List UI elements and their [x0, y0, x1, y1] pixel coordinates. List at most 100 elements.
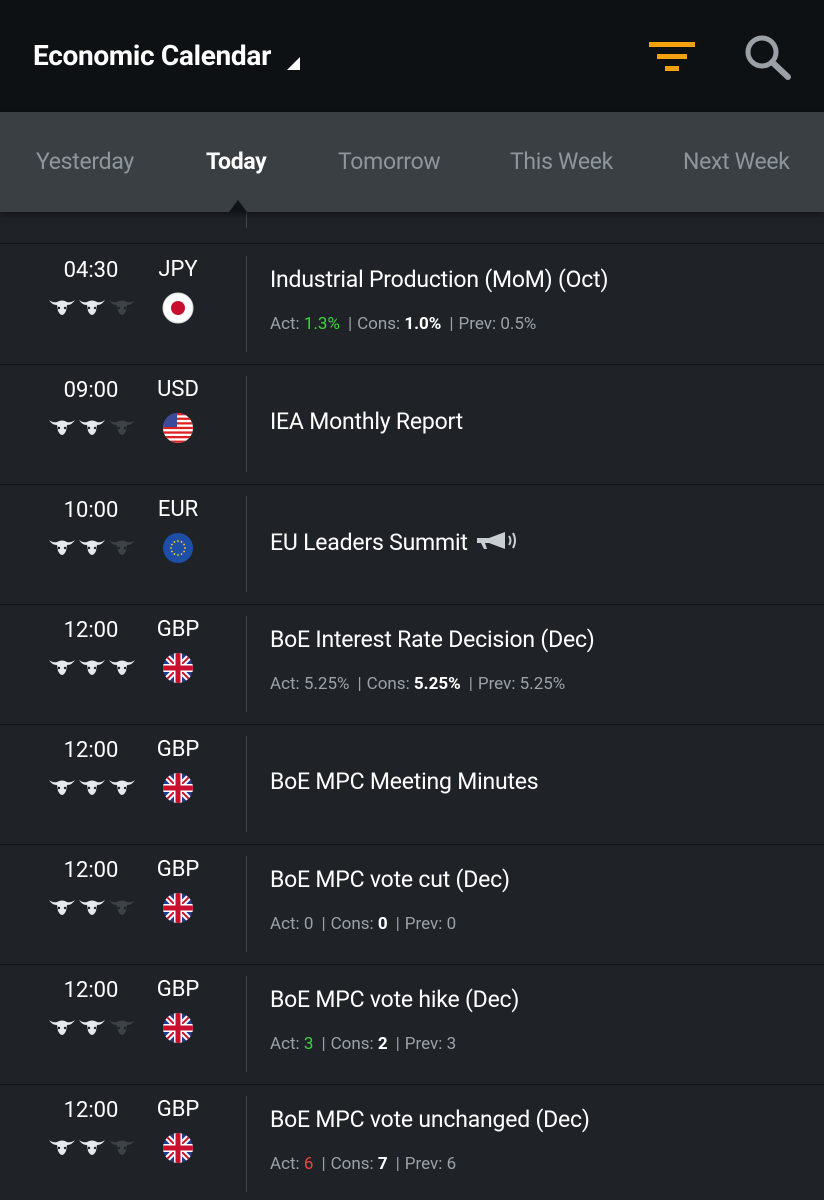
impact-bull-icon [79, 420, 105, 435]
event-name-text: BoE MPC vote cut (Dec) [270, 866, 510, 893]
date-tabs: Yesterday Today Tomorrow This Week Next … [0, 112, 824, 212]
impact-bull-icon [79, 900, 105, 915]
impact-bull-icon [79, 1140, 105, 1155]
title-dropdown-caret-icon[interactable] [287, 57, 300, 70]
impact-bull-icon [109, 420, 135, 435]
impact-bull-icon [79, 660, 105, 675]
currency-code: EUR [157, 497, 199, 522]
list-item-partial [0, 212, 824, 244]
event-name-text: EU Leaders Summit [270, 529, 468, 556]
impact-rating [48, 656, 138, 682]
event-row[interactable]: 12:00 GBP BoE MPC vote cut (Dec) Act: 0 | Con… [0, 844, 824, 965]
consensus-label: Cons: [330, 914, 374, 934]
consensus-value: 5.25% [413, 674, 461, 694]
previous-label: Prev: [477, 674, 516, 694]
previous-value: 0 [446, 914, 457, 934]
event-name-text: IEA Monthly Report [270, 408, 463, 435]
impact-bull-icon [79, 300, 105, 315]
uk-flag-icon [163, 773, 193, 803]
row-divider [246, 856, 247, 952]
impact-bull-icon [79, 1020, 105, 1035]
consensus-label: Cons: [366, 674, 410, 694]
event-time: 04:30 [63, 258, 119, 283]
impact-rating [48, 296, 138, 322]
previous-label: Prev: [404, 1034, 443, 1054]
event-time: 09:00 [63, 378, 119, 403]
impact-bull-icon [79, 540, 105, 555]
event-name: BoE MPC vote unchanged (Dec) [270, 1106, 590, 1133]
row-divider [246, 976, 247, 1072]
search-icon[interactable] [744, 34, 792, 80]
event-values: Act: 3 | Cons: 2 | Prev: 3 [270, 1034, 457, 1054]
previous-value: 6 [446, 1154, 457, 1174]
impact-bull-icon [109, 900, 135, 915]
impact-bull-icon [49, 420, 75, 435]
event-row[interactable]: 12:00 GBP BoE MPC vote hike (Dec) Act: 3 | Co… [0, 964, 824, 1085]
event-time: 12:00 [63, 1098, 119, 1123]
event-name: EU Leaders Summit [270, 528, 519, 556]
tab-tomorrow[interactable]: Tomorrow [338, 148, 441, 175]
impact-rating [48, 416, 138, 442]
previous-label: Prev: [404, 1154, 443, 1174]
event-name: IEA Monthly Report [270, 408, 463, 435]
currency-code: GBP [156, 977, 200, 1002]
page-title[interactable]: Economic Calendar [33, 39, 272, 72]
event-row[interactable]: 12:00 GBP BoE Interest Rate Decision (Dec)… [0, 604, 824, 725]
previous-value: 5.25% [519, 674, 566, 694]
impact-rating [48, 1016, 138, 1042]
event-name-text: BoE Interest Rate Decision (Dec) [270, 626, 595, 653]
event-time: 12:00 [63, 738, 119, 763]
impact-bull-icon [109, 1020, 135, 1035]
impact-bull-icon [79, 780, 105, 795]
event-time: 12:00 [63, 978, 119, 1003]
tab-yesterday[interactable]: Yesterday [36, 148, 134, 175]
app-bar: Economic Calendar [0, 0, 824, 112]
event-values: Act: 5.25% | Cons: 5.25% | Prev: 5.25% [270, 674, 566, 694]
event-row[interactable]: 09:00 USD IEA Monthly Report [0, 364, 824, 485]
uk-flag-icon [163, 893, 193, 923]
event-time: 10:00 [63, 498, 119, 523]
row-divider [246, 256, 247, 352]
consensus-label: Cons: [330, 1034, 374, 1054]
currency-code: GBP [156, 1097, 200, 1122]
tab-this-week[interactable]: This Week [510, 148, 613, 175]
tab-next-week[interactable]: Next Week [683, 148, 790, 175]
eu-flag-icon [163, 533, 193, 563]
impact-bull-icon [49, 1020, 75, 1035]
impact-rating [48, 536, 138, 562]
event-row[interactable]: 04:30 JPY Industrial Production (MoM) (Oct… [0, 244, 824, 365]
usa-flag-icon [163, 413, 193, 443]
impact-bull-icon [49, 300, 75, 315]
uk-flag-icon [163, 1133, 193, 1163]
currency-code: GBP [156, 617, 200, 642]
row-divider [246, 376, 247, 472]
event-row[interactable]: 10:00 EUR EU Leaders Summit [0, 484, 824, 605]
consensus-label: Cons: [330, 1154, 374, 1174]
impact-bull-icon [49, 540, 75, 555]
event-time: 12:00 [63, 858, 119, 883]
event-row[interactable]: 12:00 GBP BoE MPC Meeting Minutes [0, 724, 824, 845]
tab-today[interactable]: Today [206, 148, 267, 175]
event-name-text: BoE MPC Meeting Minutes [270, 768, 539, 795]
previous-value: 0.5% [500, 314, 537, 334]
impact-rating [48, 776, 138, 802]
impact-bull-icon [49, 780, 75, 795]
filter-icon[interactable] [649, 42, 695, 74]
actual-value: 0 [303, 914, 314, 934]
previous-value: 3 [446, 1034, 457, 1054]
impact-bull-icon [49, 900, 75, 915]
active-tab-indicator [229, 200, 247, 212]
impact-rating [48, 896, 138, 922]
event-name: BoE Interest Rate Decision (Dec) [270, 626, 595, 653]
event-row[interactable]: 12:00 GBP BoE MPC vote unchanged (Dec) Act:… [0, 1084, 824, 1200]
event-name: BoE MPC Meeting Minutes [270, 768, 539, 795]
event-list[interactable]: 04:30 JPY Industrial Production (MoM) (Oct… [0, 212, 824, 1200]
event-name-text: Industrial Production (MoM) (Oct) [270, 266, 609, 293]
actual-label: Act: [270, 314, 300, 334]
currency-code: JPY [158, 257, 198, 282]
impact-bull-icon [109, 1140, 135, 1155]
speech-icon [476, 532, 516, 549]
event-values: Act: 1.3% | Cons: 1.0% | Prev: 0.5% [270, 314, 537, 334]
actual-label: Act: [270, 914, 300, 934]
event-time: 12:00 [63, 618, 119, 643]
